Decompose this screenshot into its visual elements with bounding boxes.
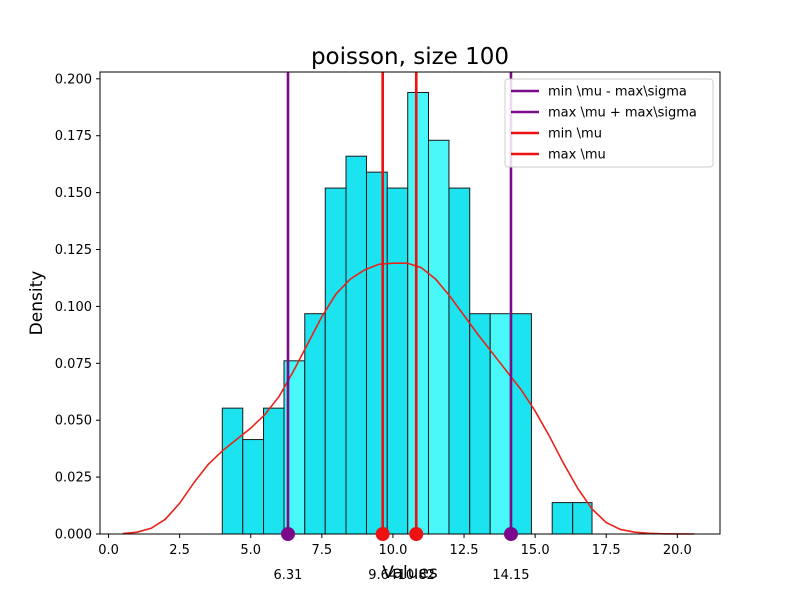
vline-value-label: 9.64 xyxy=(368,568,397,583)
legend-entry-label: max \mu + max\sigma xyxy=(548,106,697,121)
y-tick-label: 0.000 xyxy=(55,528,92,543)
kde-curve xyxy=(122,262,695,535)
histogram-bar xyxy=(407,91,429,535)
y-tick-label: 0.150 xyxy=(55,186,92,201)
legend-entry-label: min \mu - max\sigma xyxy=(548,85,687,100)
x-tick-label: 0.0 xyxy=(98,543,119,558)
kde-curve-group xyxy=(122,262,695,535)
histogram-bar xyxy=(427,139,450,535)
vline-marker xyxy=(375,527,390,541)
histogram-bar xyxy=(263,407,285,535)
histogram-bar xyxy=(221,407,244,535)
histogram-bar xyxy=(572,502,593,535)
x-tick-label: 7.5 xyxy=(311,543,332,558)
histogram-bar xyxy=(242,439,265,535)
histogram-bar xyxy=(551,502,574,535)
x-axis-label: Values xyxy=(382,563,438,583)
vline-value-label: 10.82 xyxy=(398,568,435,583)
vline-value-label: 14.15 xyxy=(492,568,529,583)
legend-entry-label: min \mu xyxy=(548,127,602,142)
x-tick-label: 15.0 xyxy=(521,543,550,558)
histogram-bar xyxy=(489,313,512,535)
x-tick-label: 17.5 xyxy=(592,543,621,558)
legend-box xyxy=(504,78,714,168)
y-axis-label: Density xyxy=(27,271,47,336)
histogram-bar xyxy=(448,187,471,535)
x-axis: 0.0 2.5 5.0 7.5 10.0 12.5 15.0 17.5 20.0 xyxy=(98,534,692,558)
y-tick-label: 0.125 xyxy=(55,243,92,258)
histogram-bar xyxy=(510,313,532,535)
vline-value-label: 6.31 xyxy=(274,568,303,583)
histogram-bar xyxy=(324,187,347,535)
x-tick-label: 2.5 xyxy=(169,543,190,558)
y-tick-label: 0.100 xyxy=(55,300,92,315)
y-tick-label: 0.075 xyxy=(55,357,92,372)
histogram-bar xyxy=(304,313,326,535)
x-tick-label: 5.0 xyxy=(240,543,261,558)
vline-marker xyxy=(409,527,424,541)
vline-marker xyxy=(503,527,518,541)
y-tick-label: 0.025 xyxy=(55,471,92,486)
legend-entry-label: max \mu xyxy=(548,148,606,163)
vline-markers: 6.31 14.15 9.64 10.82 xyxy=(274,527,530,583)
legend: min \mu - max\sigma max \mu + max\sigma mi… xyxy=(504,78,714,168)
x-tick-label: 10.0 xyxy=(378,543,407,558)
vline-marker xyxy=(280,527,295,541)
y-axis: 0.000 0.025 0.050 0.075 0.100 0.125 0.150 0.175… xyxy=(55,72,100,543)
histogram-bar xyxy=(386,187,409,535)
chart-title: poisson, size 100 xyxy=(311,44,509,70)
x-tick-label: 12.5 xyxy=(450,543,479,558)
histogram-bar xyxy=(345,155,367,535)
y-tick-label: 0.175 xyxy=(55,129,92,144)
y-tick-label: 0.200 xyxy=(55,72,92,87)
x-tick-label: 20.0 xyxy=(663,543,692,558)
y-tick-label: 0.050 xyxy=(55,414,92,429)
histogram-bar xyxy=(365,171,388,535)
